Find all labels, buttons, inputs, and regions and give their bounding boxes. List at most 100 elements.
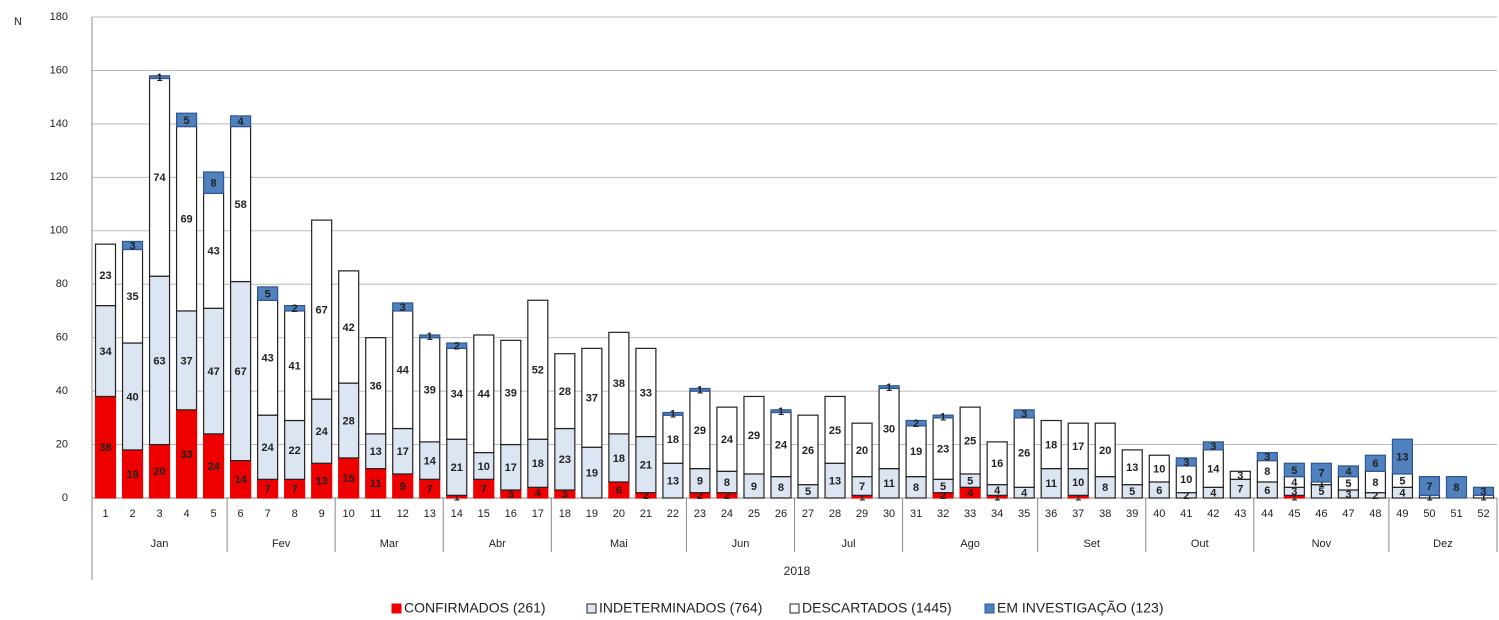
data-label: 16 [991, 458, 1003, 470]
data-label: 7 [292, 484, 298, 496]
data-label: 36 [370, 381, 382, 393]
bar-segment [554, 353, 576, 430]
x-tick-label: 38 [1099, 508, 1111, 520]
data-label: 7 [1237, 484, 1243, 496]
data-label: 67 [234, 366, 246, 378]
x-tick-label: 26 [775, 508, 787, 520]
bar-segment [959, 406, 981, 475]
data-label: 17 [1072, 441, 1084, 453]
data-label: 7 [1426, 481, 1432, 493]
data-label: 8 [778, 482, 784, 494]
year-label: 2018 [784, 564, 811, 578]
bar-segment [1256, 451, 1278, 462]
data-label: 25 [829, 425, 841, 437]
bar-segment [121, 240, 144, 251]
data-label: 5 [805, 486, 811, 498]
x-tick-label: 35 [1018, 508, 1030, 520]
bar-segment [1445, 476, 1468, 499]
bar-segment [770, 409, 792, 414]
x-tick-label: 10 [343, 508, 355, 520]
data-label: 8 [724, 477, 730, 489]
bar-segment [500, 339, 522, 446]
data-label: 33 [180, 449, 192, 461]
bar-segment [1121, 449, 1143, 486]
data-label: 37 [586, 393, 598, 405]
data-label: 10 [1180, 474, 1192, 486]
bar-segment [932, 414, 954, 419]
data-label: 39 [505, 387, 517, 399]
data-label: 26 [802, 445, 814, 457]
bar-segment [1067, 422, 1089, 470]
data-label: 11 [883, 478, 895, 490]
data-label: 18 [532, 458, 544, 470]
x-tick-label: 51 [1450, 508, 1462, 520]
data-label: 13 [1126, 462, 1138, 474]
data-label: 30 [883, 423, 895, 435]
data-label: 18 [667, 434, 679, 446]
bar-segment [175, 112, 198, 128]
data-label: 8 [913, 482, 919, 494]
data-label: 24 [775, 439, 788, 451]
bar-segment [338, 270, 360, 384]
bar-segment [905, 419, 927, 427]
data-label: 47 [207, 366, 219, 378]
legend-label: DESCARTADOS (1445) [802, 600, 952, 616]
data-label: 26 [1018, 447, 1030, 459]
month-label: Ago [960, 538, 980, 550]
data-label: 5 [1291, 465, 1297, 477]
legend-label: CONFIRMADOS (261) [404, 600, 546, 616]
data-label: 10 [1153, 464, 1165, 476]
data-label: 2 [643, 490, 649, 502]
data-label: 3 [1183, 457, 1189, 469]
x-tick-label: 3 [156, 508, 162, 520]
data-label: 1 [940, 411, 946, 423]
data-label: 58 [234, 199, 246, 211]
bar-segment [851, 422, 873, 478]
data-label: 4 [1021, 488, 1028, 500]
data-label: 11 [370, 478, 382, 490]
bar-segment [986, 441, 1008, 486]
x-tick-label: 7 [265, 508, 271, 520]
y-tick-label: 180 [50, 11, 68, 23]
bar-segment [148, 75, 171, 80]
data-label: 18 [613, 453, 625, 465]
data-label: 3 [1345, 489, 1351, 501]
data-label: 5 [1399, 476, 1405, 488]
data-label: 23 [559, 454, 571, 466]
bar-segment [1040, 419, 1062, 470]
x-tick-label: 49 [1396, 508, 1408, 520]
data-label: 4 [238, 116, 245, 128]
x-tick-label: 17 [532, 508, 544, 520]
bar-segment [94, 243, 117, 307]
x-tick-label: 32 [937, 508, 949, 520]
x-tick-label: 18 [559, 508, 571, 520]
x-tick-label: 44 [1261, 508, 1273, 520]
data-label: 3 [1480, 486, 1486, 498]
x-tick-label: 42 [1207, 508, 1219, 520]
data-label: 3 [562, 489, 568, 501]
bar-segment [311, 219, 333, 400]
data-label: 63 [153, 355, 165, 367]
data-label: 22 [289, 445, 301, 457]
data-label: 8 [1453, 482, 1459, 494]
data-label: 7 [1318, 468, 1324, 480]
data-label: 8 [1102, 482, 1108, 494]
data-label: 8 [1372, 477, 1378, 489]
month-label: Jan [151, 538, 169, 550]
data-label: 1 [697, 385, 703, 397]
data-label: 18 [1045, 439, 1057, 451]
x-tick-label: 24 [721, 508, 733, 520]
x-tick-label: 30 [883, 508, 895, 520]
x-tick-label: 25 [748, 508, 760, 520]
data-label: 1 [454, 492, 460, 504]
data-label: 13 [316, 476, 328, 488]
data-label: 5 [1318, 486, 1324, 498]
data-label: 5 [1345, 478, 1351, 490]
bar-segment [202, 171, 225, 194]
data-label: 5 [184, 115, 190, 127]
x-tick-label: 50 [1423, 508, 1435, 520]
data-label: 1 [1075, 492, 1081, 504]
data-label: 29 [748, 430, 760, 442]
data-label: 9 [751, 481, 757, 493]
x-tick-label: 40 [1153, 508, 1165, 520]
